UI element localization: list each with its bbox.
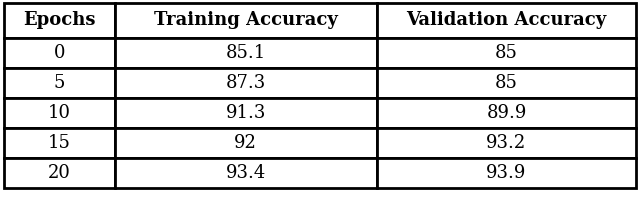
- Text: 93.4: 93.4: [226, 164, 266, 182]
- Bar: [115, 128, 377, 158]
- Bar: [377, 98, 636, 128]
- Text: 10: 10: [48, 104, 71, 122]
- Text: 92: 92: [234, 134, 257, 152]
- Bar: [4, 158, 115, 188]
- Bar: [377, 3, 636, 38]
- Bar: [377, 158, 636, 188]
- Bar: [377, 68, 636, 98]
- Bar: [115, 158, 377, 188]
- Bar: [377, 128, 636, 158]
- Bar: [4, 3, 115, 38]
- Text: Validation Accuracy: Validation Accuracy: [406, 12, 607, 29]
- Bar: [115, 38, 377, 68]
- Text: 20: 20: [48, 164, 71, 182]
- Text: 85.1: 85.1: [226, 44, 266, 62]
- Bar: [115, 98, 377, 128]
- Bar: [115, 3, 377, 38]
- Bar: [4, 128, 115, 158]
- Text: 91.3: 91.3: [225, 104, 266, 122]
- Text: Epochs: Epochs: [23, 12, 95, 29]
- Text: 5: 5: [54, 74, 65, 92]
- Text: Training Accuracy: Training Accuracy: [154, 12, 338, 29]
- Bar: [4, 98, 115, 128]
- Bar: [4, 68, 115, 98]
- Bar: [377, 38, 636, 68]
- Text: 15: 15: [48, 134, 71, 152]
- Text: 89.9: 89.9: [486, 104, 527, 122]
- Bar: [115, 68, 377, 98]
- Text: 85: 85: [495, 44, 518, 62]
- Text: 85: 85: [495, 74, 518, 92]
- Text: 0: 0: [54, 44, 65, 62]
- Text: 93.9: 93.9: [486, 164, 527, 182]
- Bar: [4, 38, 115, 68]
- Text: 93.2: 93.2: [486, 134, 527, 152]
- Text: 87.3: 87.3: [226, 74, 266, 92]
